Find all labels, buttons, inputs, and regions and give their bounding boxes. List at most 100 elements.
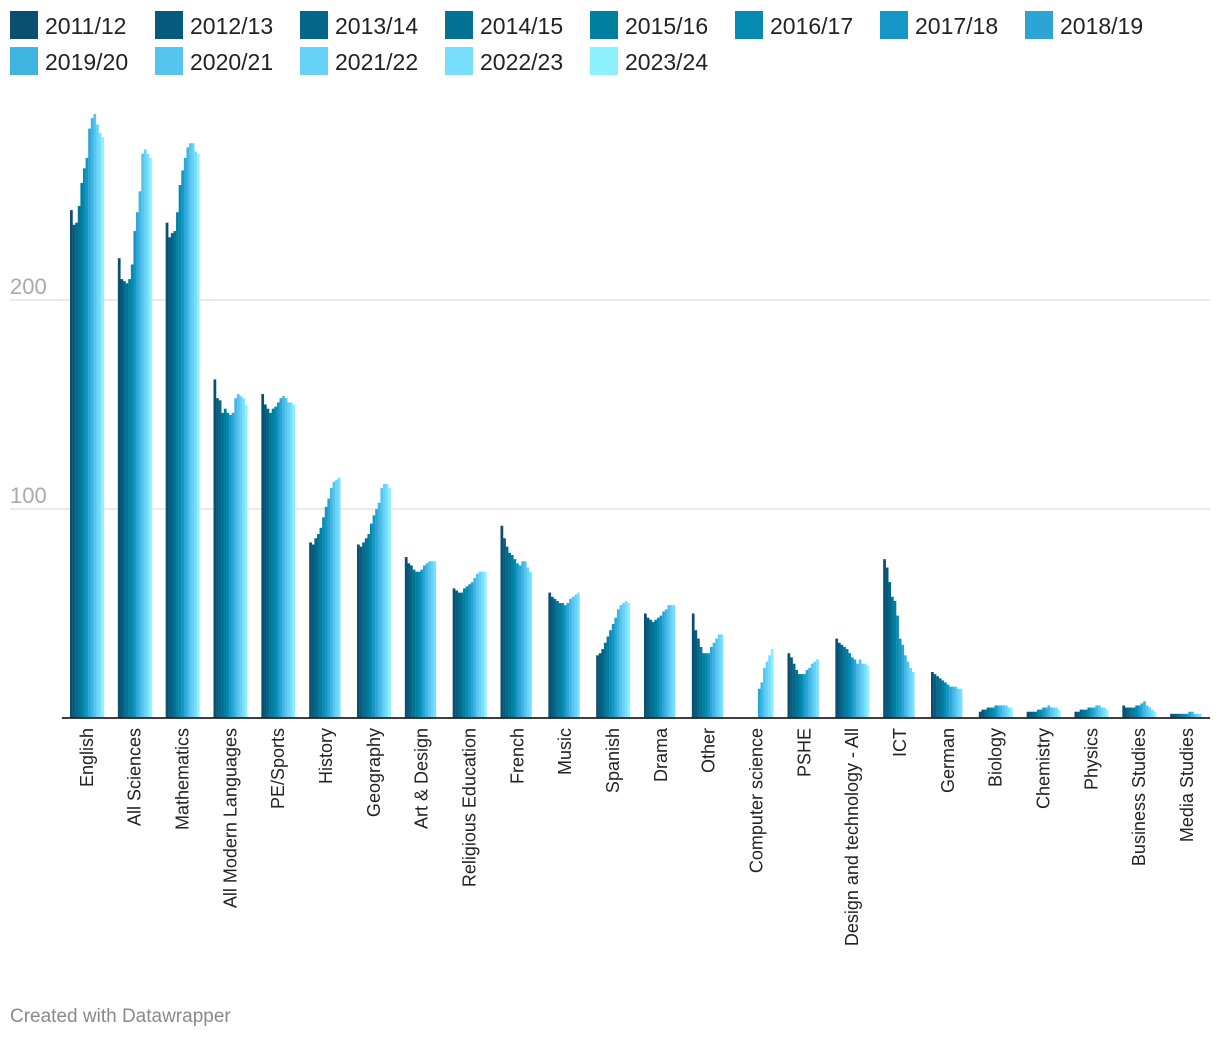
- bar: [704, 653, 708, 718]
- bar: [75, 222, 78, 719]
- legend-swatch-2021-22: [300, 47, 328, 75]
- bar: [1148, 707, 1152, 718]
- bar: [138, 191, 142, 718]
- bar: [1031, 711, 1035, 718]
- legend-swatch-2015-16: [590, 11, 618, 39]
- bar: [672, 605, 676, 718]
- x-category-label: Mathematics: [173, 728, 193, 830]
- x-category-label: Chemistry: [1034, 728, 1054, 809]
- bar: [287, 402, 291, 718]
- bar: [885, 567, 889, 718]
- x-category-label: Drama: [651, 727, 671, 782]
- bar: [1188, 711, 1192, 718]
- x-category-label: French: [507, 728, 527, 784]
- bar: [1193, 713, 1197, 718]
- bar: [662, 611, 665, 718]
- x-category-label: Music: [555, 728, 575, 775]
- legend-swatch-2012-13: [155, 11, 183, 39]
- bar: [893, 600, 897, 718]
- bar: [146, 153, 150, 718]
- bar: [130, 264, 134, 718]
- bar: [274, 406, 278, 718]
- bar: [1150, 709, 1154, 718]
- bar: [218, 400, 222, 718]
- bar: [1010, 707, 1013, 718]
- bar: [510, 554, 514, 718]
- bar: [810, 663, 814, 718]
- bar: [244, 404, 248, 718]
- bar: [404, 557, 408, 718]
- bar: [861, 663, 865, 718]
- bar: [843, 646, 846, 718]
- bar: [85, 157, 89, 718]
- bar: [697, 638, 700, 718]
- bar: [266, 408, 270, 718]
- bar: [760, 682, 764, 718]
- footer-credit: Created with Datawrapper: [10, 1006, 231, 1027]
- bar: [380, 488, 384, 718]
- bar: [415, 571, 418, 718]
- bar: [1185, 713, 1189, 718]
- bar: [513, 559, 517, 718]
- bar: [1077, 711, 1080, 718]
- bar: [128, 279, 131, 718]
- bar: [70, 210, 73, 718]
- legend-label-2011-12: 2011/12: [45, 13, 126, 39]
- bar: [242, 398, 245, 718]
- bar: [981, 709, 985, 718]
- bar: [659, 615, 663, 718]
- x-category-label: All Sciences: [125, 728, 145, 826]
- bar: [213, 379, 217, 718]
- bar: [813, 661, 817, 718]
- bar: [388, 488, 391, 718]
- bar: [670, 605, 673, 718]
- legend-swatch-2019-20: [10, 47, 38, 75]
- bar: [460, 592, 464, 718]
- bar: [500, 525, 504, 718]
- bar: [370, 523, 373, 718]
- bar: [712, 642, 716, 718]
- legend-label-2013-14: 2013/14: [335, 13, 418, 39]
- bar: [433, 561, 437, 718]
- bar: [93, 113, 97, 719]
- bar: [375, 509, 378, 718]
- bar: [226, 412, 230, 718]
- bar: [576, 592, 580, 718]
- bar: [529, 571, 532, 718]
- bar: [944, 682, 947, 718]
- bar: [452, 588, 456, 718]
- bar: [938, 678, 942, 718]
- bar: [986, 707, 990, 718]
- bar: [183, 157, 187, 718]
- bar: [707, 653, 711, 718]
- bar: [644, 613, 647, 718]
- bar: [1103, 707, 1106, 718]
- x-category-label: Design and technology - All: [842, 728, 862, 946]
- bar: [664, 609, 668, 718]
- bar: [1198, 713, 1202, 718]
- bar: [603, 642, 607, 718]
- bar: [1175, 713, 1179, 718]
- bar: [1044, 707, 1048, 718]
- bar: [483, 571, 487, 718]
- bar: [1079, 709, 1083, 718]
- legend-label-2016-17: 2016/17: [770, 13, 853, 39]
- bar: [173, 231, 177, 718]
- bar: [98, 132, 102, 719]
- bar: [792, 663, 796, 718]
- legend-swatch-2016-17: [735, 11, 763, 39]
- x-category-label: English: [77, 728, 97, 787]
- bar: [863, 663, 867, 718]
- bar: [1143, 701, 1146, 718]
- x-category-label: German: [938, 728, 958, 793]
- bar: [77, 205, 81, 718]
- bar: [790, 657, 793, 718]
- bar: [1196, 713, 1199, 718]
- bar: [332, 481, 336, 718]
- bar: [548, 592, 552, 718]
- legend-label-2023-24: 2023/24: [625, 49, 708, 75]
- bar: [324, 506, 328, 718]
- bar: [954, 686, 958, 718]
- bar: [989, 707, 992, 718]
- bar: [362, 542, 365, 718]
